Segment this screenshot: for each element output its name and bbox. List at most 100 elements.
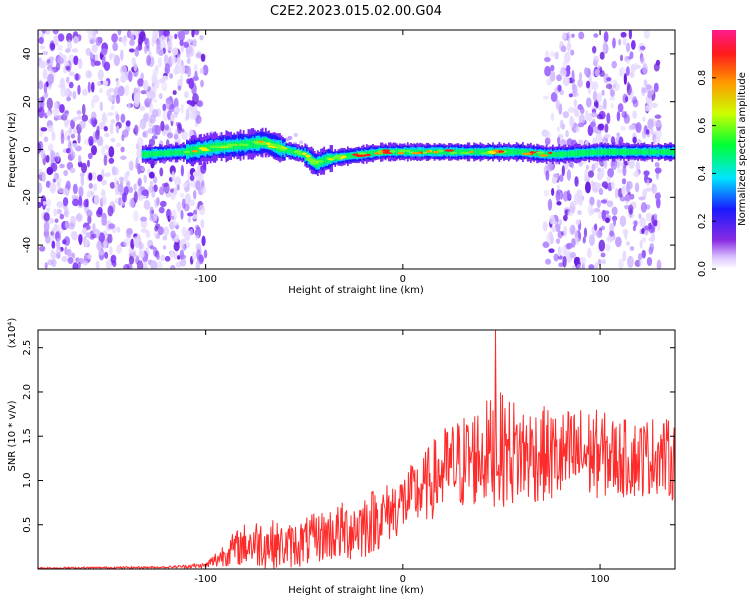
band-cell [599,148,602,155]
noise-cell [571,265,576,269]
band-cell [149,151,152,157]
band-hotspot [422,151,428,155]
noise-cell [606,200,614,208]
noise-cell [193,189,197,200]
noise-cell [92,31,96,43]
noise-cell [72,262,79,269]
noise-cell [151,124,159,136]
noise-cell [137,163,141,175]
noise-cell [618,38,622,46]
band-cell [290,148,292,154]
noise-cell [42,200,47,206]
noise-cell [140,228,148,233]
noise-cell [51,227,56,240]
noise-cell [107,233,113,244]
noise-cell [633,62,638,71]
band-cell [667,148,670,155]
noise-cell [38,80,44,90]
noise-cell [152,68,160,75]
noise-cell [38,182,43,194]
noise-cell [47,124,54,133]
noise-cell [589,196,595,206]
noise-cell [566,169,572,181]
noise-cell [140,219,148,229]
noise-cell [557,246,562,257]
noise-cell [561,245,567,256]
noise-cell [164,124,170,131]
band-cell [209,143,212,153]
noise-cell [125,120,131,127]
noise-cell [594,262,599,269]
noise-cell [95,36,102,47]
noise-cell [101,145,106,156]
noise-cell [121,134,125,142]
noise-cell [169,73,174,79]
noise-cell [591,45,597,54]
noise-cell [180,209,184,220]
band-hotspot [357,152,367,155]
noise-cell [546,161,553,172]
band-hotspot [183,150,191,154]
band-cell [619,149,622,155]
noise-cell [570,49,575,56]
noise-cell [70,119,75,130]
noise-cell [656,219,661,232]
noise-cell [162,245,166,250]
noise-cell [185,241,190,249]
noise-cell [180,258,187,267]
noise-cell [654,167,662,174]
noise-cell [178,30,186,42]
noise-cell [640,56,645,64]
band-cell [148,151,150,158]
band-cell [152,151,155,157]
band-cell [634,149,636,155]
noise-cell [101,114,108,125]
band-cell [174,149,177,156]
noise-cell [72,128,78,135]
band-cell [645,149,647,155]
band-cell [572,150,575,157]
noise-cell [102,80,109,87]
noise-cell [186,38,193,44]
band-cell [653,149,655,155]
noise-cell [91,171,97,181]
noise-cell [59,103,65,114]
noise-cell [57,33,65,42]
noise-cell [137,137,144,149]
noise-cell [95,260,100,269]
band-cell [567,151,570,157]
band-cell [520,149,523,155]
band-cell [602,149,605,155]
noise-cell [46,97,53,110]
band-hotspot [426,150,431,153]
noise-cell [606,77,612,82]
noise-cell [103,154,108,167]
noise-cell [645,212,652,222]
noise-cell [160,254,166,262]
band-cell [648,148,651,155]
noise-cell [115,94,121,104]
noise-cell [97,81,102,87]
noise-cell [629,71,635,78]
y-tick-label: 0 [22,146,33,152]
band-hotspot [389,150,396,153]
noise-cell [645,129,650,135]
band-cell [578,150,581,157]
noise-cell [173,186,178,196]
noise-cell [618,258,624,269]
noise-cell [65,48,71,53]
noise-cell [624,193,631,202]
noise-cell [180,45,184,52]
noise-cell [195,52,202,59]
noise-cell [181,130,189,140]
band-cell [167,150,169,156]
noise-cell [104,172,111,177]
noise-cell [553,253,559,262]
spectrogram-ticks: -100 0 100 -40 -20 0 20 40 [22,30,675,285]
band-cell [160,150,163,156]
noise-cell [159,167,164,177]
noise-cell [641,228,645,235]
noise-cell [569,115,575,128]
noise-cell [65,180,71,191]
band-cell [346,153,349,160]
